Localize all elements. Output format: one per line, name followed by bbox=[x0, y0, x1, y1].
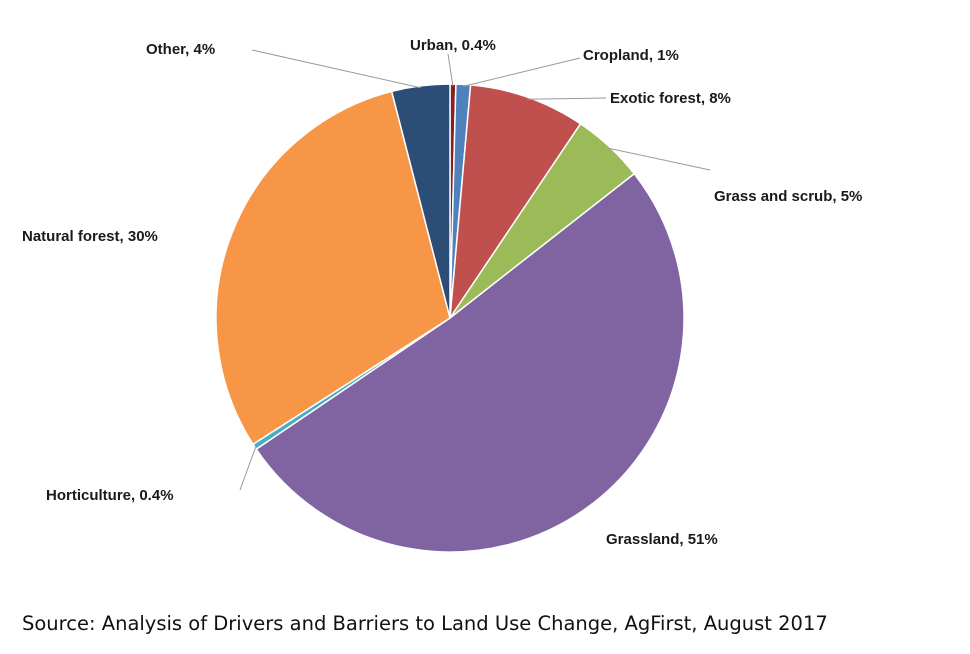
slice-label-horticulture: Horticulture, 0.4% bbox=[46, 487, 174, 504]
slice-label-exotic-forest: Exotic forest, 8% bbox=[610, 90, 731, 107]
leader-line-horticulture bbox=[239, 445, 257, 491]
slices-layer bbox=[215, 83, 685, 553]
slice-label-urban: Urban, 0.4% bbox=[410, 37, 496, 54]
source-caption: Source: Analysis of Drivers and Barriers… bbox=[22, 612, 828, 635]
slice-label-cropland: Cropland, 1% bbox=[583, 47, 679, 64]
pie-slice-other bbox=[390, 83, 451, 319]
slice-label-other: Other, 4% bbox=[146, 41, 215, 58]
slice-label-grass-and-scrub: Grass and scrub, 5% bbox=[714, 188, 862, 205]
leader-line-other bbox=[251, 49, 421, 89]
leader-line-exotic-forest bbox=[527, 97, 607, 100]
leader-lines-layer bbox=[239, 49, 711, 491]
leader-line-cropland bbox=[463, 57, 581, 87]
pie-slice-natural-forest bbox=[215, 90, 451, 446]
slice-label-natural-forest: Natural forest, 30% bbox=[22, 228, 158, 245]
leader-line-urban bbox=[447, 53, 454, 87]
labels-layer: Urban, 0.4% Cropland, 1% Exotic forest, 8%… bbox=[22, 37, 862, 548]
pie-slice-exotic-forest bbox=[449, 84, 582, 319]
slice-label-grassland: Grassland, 51% bbox=[606, 531, 718, 548]
leader-line-grass-and-scrub bbox=[607, 147, 711, 171]
pie-slice-grassland bbox=[255, 172, 685, 553]
pie-chart-svg: Urban, 0.4% Cropland, 1% Exotic forest, 8%… bbox=[22, 37, 862, 553]
